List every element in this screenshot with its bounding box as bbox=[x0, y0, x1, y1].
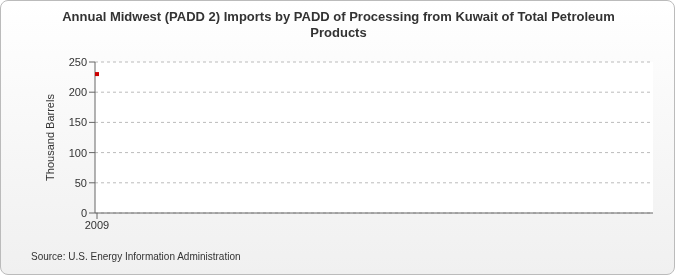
svg-text:200: 200 bbox=[69, 86, 87, 98]
html-text:Annual Midwest (PADD 2) Import: Annual Midwest (PADD 2) Imports by PADD … bbox=[62, 9, 615, 40]
html-text:Source: U.S. Energy Informatio: Source: U.S. Energy Information Administ… bbox=[31, 251, 241, 262]
svg-text:Thousand Barrels: Thousand Barrels bbox=[44, 94, 56, 181]
svg-text:0: 0 bbox=[81, 207, 87, 219]
svg-text:2009: 2009 bbox=[85, 219, 109, 231]
svg-text:100: 100 bbox=[69, 147, 87, 159]
svg-text:150: 150 bbox=[69, 116, 87, 128]
svg-text:250: 250 bbox=[69, 56, 87, 68]
svg-text:50: 50 bbox=[75, 177, 87, 189]
